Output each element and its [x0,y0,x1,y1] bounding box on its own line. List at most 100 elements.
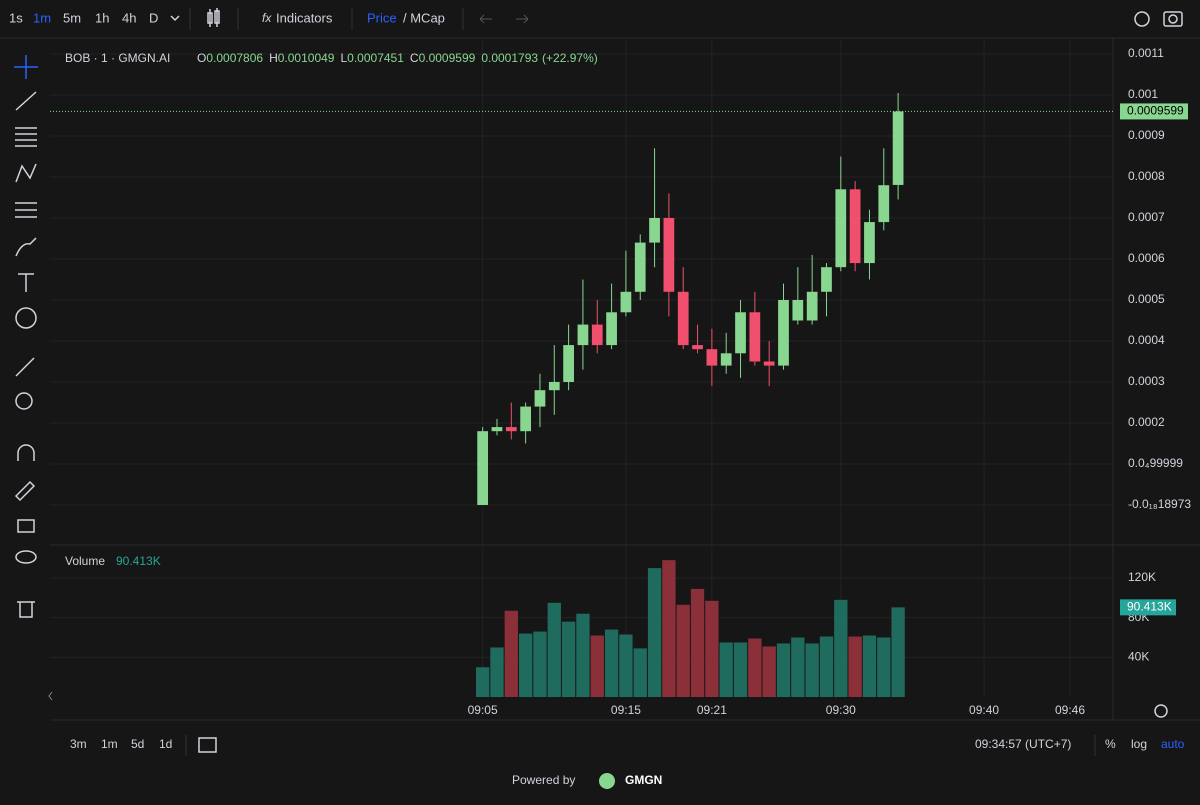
volume-bar [633,648,647,697]
candle-body [577,324,589,346]
volume-bar [676,604,690,697]
last-volume-tag [1120,599,1176,616]
powered-by: Powered by [512,773,575,787]
candle-body [534,390,546,407]
redo-button[interactable] [516,14,529,24]
line-tool[interactable] [15,91,37,111]
text-tool[interactable] [18,273,34,292]
volume-bar [490,647,504,697]
last-price-label: 0.0009599 [1127,104,1184,118]
x-tick-label: 09:21 [697,703,727,717]
mcap-toggle[interactable]: / MCap [403,10,445,25]
candle-body [864,222,875,264]
candle-body [706,349,718,366]
volume-bar [748,638,762,697]
candle-body [692,345,703,350]
candle-body [849,189,861,264]
projection-tool[interactable] [15,202,37,218]
last-volume-label: 90.413K [1127,600,1172,614]
volume-bar [834,599,848,697]
range-button[interactable]: 5d [131,737,144,751]
interval-button[interactable]: 5m [63,10,81,25]
candle-body [606,312,617,346]
interval-button[interactable]: D [149,10,158,25]
o-label: O [197,51,206,65]
close: 0.0009599 [419,51,476,65]
candle-body [520,406,532,432]
y-tick-label: -0.0₁₈18973 [1128,497,1191,511]
magnet-tool[interactable] [17,444,35,461]
candle-body [649,217,660,243]
interval-button[interactable]: 1h [95,10,109,25]
indicators-button[interactable]: Indicators [276,10,333,25]
volume-tick-label: 120K [1128,570,1156,584]
candle-body [663,217,675,292]
volume-bar [475,667,490,697]
brush-tool[interactable] [15,237,37,257]
candle-body [505,427,517,432]
log-toggle[interactable]: log [1131,737,1147,751]
plot-area [50,38,1113,697]
crosshair-tool[interactable] [14,55,38,79]
fib-tool[interactable] [15,127,37,147]
candle-body [634,242,646,292]
emoji-tool[interactable] [15,307,37,329]
x-tick-label: 09:30 [826,703,856,717]
pattern-tool[interactable] [15,163,37,183]
top-toolbar: fx Indicators Price / MCap 1s 1m 5m 1h 4h D [9,8,1183,30]
c-label: C [410,51,419,65]
candle-type-button[interactable] [207,8,220,27]
interval-button[interactable]: 1m [33,10,51,25]
range-button[interactable]: 1m [101,737,118,751]
candle-body [749,312,761,362]
visibility-tool[interactable] [15,550,37,564]
change-percent: (+22.97%) [542,51,598,65]
range-button[interactable]: 3m [70,737,87,751]
delete-tool[interactable] [17,601,35,618]
volume-bar [733,642,748,697]
candle-body [591,324,603,346]
volume-bar [848,636,862,697]
y-tick-label: 0.0007 [1128,210,1165,224]
candle-body [835,189,847,268]
ruler-tool[interactable] [15,357,35,377]
volume-bar [590,635,604,697]
volume-bar [805,643,819,697]
x-tick-label: 09:46 [1055,703,1085,717]
goto-date-button[interactable] [198,737,217,753]
interval-button[interactable]: 4h [122,10,136,25]
percent-toggle[interactable]: % [1105,737,1116,751]
x-tick-label: 09:15 [611,703,641,717]
price-toggle[interactable]: Price [367,10,397,25]
volume-bar [719,642,733,697]
gmgn-logo [599,773,615,789]
axis-settings-button[interactable] [1154,704,1168,718]
high: 0.0010049 [278,51,335,65]
interval-button[interactable]: 1s [9,10,23,25]
auto-toggle[interactable]: auto [1161,737,1185,751]
settings-button[interactable] [1134,11,1150,27]
candle-body [677,291,689,346]
volume-bar [561,621,576,697]
volume-bar [877,637,891,697]
screenshot-button[interactable] [1163,11,1183,27]
symbol-title: BOB · 1 · GMGN.AI [65,51,170,65]
candle-body [563,345,574,382]
interval-dropdown[interactable] [170,15,180,22]
y-tick-label: 0.0003 [1128,374,1165,388]
last-price-tag [1120,103,1188,120]
volume-bar [518,633,533,697]
volume-bar [705,600,719,697]
lock-drawing-tool[interactable] [14,480,36,502]
lock-tool[interactable] [17,519,35,533]
zoom-tool[interactable] [15,392,33,410]
brand: GMGN [625,773,662,787]
candle-body [491,427,503,432]
candle-body [792,299,804,321]
collapse-button[interactable] [48,691,53,701]
x-tick-label: 09:40 [969,703,999,717]
volume-bar [647,568,662,697]
volume-bar [547,602,561,697]
undo-button[interactable] [479,14,492,24]
range-button[interactable]: 1d [159,737,172,751]
